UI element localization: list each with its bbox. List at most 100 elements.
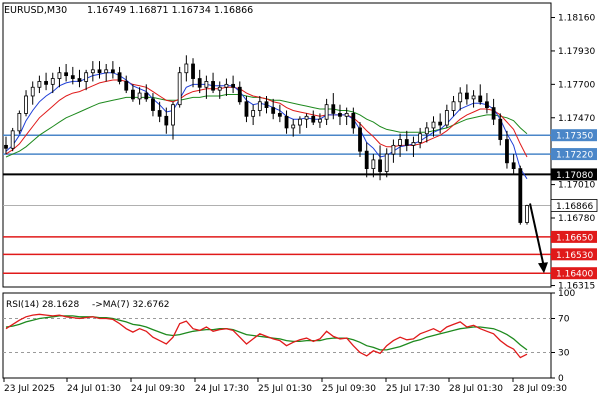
candle-body — [157, 110, 162, 117]
candle-body — [30, 86, 35, 97]
price-axis: 1.181601.179301.177001.174701.172351.170… — [550, 14, 598, 292]
forecast-arrow-head — [538, 262, 548, 274]
price-tick-label: 1.17930 — [558, 47, 595, 57]
candle-body — [37, 81, 42, 88]
candle-body — [424, 127, 429, 135]
time-tick-label: 24 Jul 01:30 — [67, 384, 121, 394]
candle-body — [244, 101, 249, 117]
rsi-tick-label: 0 — [558, 374, 564, 384]
price-tick-label: 1.16315 — [558, 282, 595, 292]
candle-body — [50, 78, 55, 85]
candle-body — [351, 113, 356, 129]
main-panel — [2, 2, 552, 288]
candle-body — [124, 81, 129, 91]
price-tick-label: 1.17470 — [558, 114, 595, 124]
level-label: 1.16650 — [556, 233, 593, 243]
level-label-box — [551, 168, 597, 181]
level-label-box — [551, 267, 597, 280]
candle-body — [57, 72, 62, 79]
candle-body — [431, 121, 436, 129]
time-tick-label: 24 Jul 17:30 — [195, 384, 249, 394]
time-tick-label: 28 Jul 01:30 — [449, 384, 503, 394]
candle-body — [77, 78, 82, 82]
level-label: 1.17080 — [556, 171, 593, 181]
candle-body — [391, 144, 396, 155]
time-axis: 23 Jul 2025 24 Jul 01:30 24 Jul 09:30 24 Ju… — [3, 378, 567, 394]
candle-body — [291, 124, 296, 129]
candle-body — [10, 130, 15, 149]
candle-body — [97, 69, 102, 74]
forecast-arrow-shaft — [529, 203, 545, 268]
candle-body — [197, 78, 202, 88]
candle-body — [364, 150, 369, 170]
current-price-box — [550, 199, 598, 212]
candle-body — [485, 101, 489, 108]
candle-body — [164, 115, 169, 126]
candle-body — [117, 72, 122, 82]
candle-body — [84, 72, 89, 82]
candle-body — [511, 162, 516, 170]
candle-body — [271, 107, 276, 114]
candle-body — [297, 118, 302, 126]
rsi-tick-label: 30 — [558, 349, 570, 359]
candle-body — [104, 69, 109, 74]
time-tick-label: 25 Jul 17:30 — [386, 384, 440, 394]
rsi-panel: 100 70 30 0 — [2, 289, 575, 384]
level-label: 1.16400 — [556, 270, 593, 280]
candle-body — [277, 113, 282, 117]
candle-body — [264, 101, 269, 108]
current-price-label: 1.16866 — [556, 202, 593, 212]
candle-body — [137, 92, 142, 100]
candle-body — [438, 121, 443, 126]
candle-body — [257, 101, 262, 111]
rsi-panel-frame — [2, 292, 552, 379]
candle-body — [110, 69, 115, 74]
rsi-ma-label: ->MA(7) 32.6762 — [92, 300, 170, 310]
levels-layer — [3, 134, 551, 274]
candle-body — [224, 83, 229, 88]
candle-body — [17, 113, 22, 132]
level-label: 1.17220 — [556, 151, 593, 161]
candle-body — [458, 92, 463, 103]
candle-body — [4, 144, 8, 149]
candle-body — [251, 110, 256, 117]
forecast-arrow — [529, 203, 548, 274]
candle-body — [211, 81, 215, 91]
level-label-box — [551, 248, 597, 261]
candle-body — [471, 95, 476, 100]
candle-body — [371, 159, 376, 170]
rsi-tick-label: 100 — [558, 289, 575, 299]
candle-body — [411, 142, 416, 146]
candle-body — [464, 92, 469, 100]
candle-body — [44, 81, 48, 85]
candle-body — [525, 205, 529, 223]
candle-body — [331, 104, 336, 114]
candle-body — [237, 86, 242, 103]
candle-body — [498, 118, 503, 140]
level-label-box — [551, 230, 597, 243]
time-tick-label: 25 Jul 09:30 — [322, 384, 376, 394]
level-label-box — [551, 148, 597, 161]
candle-body — [304, 115, 309, 120]
candle-body — [378, 159, 382, 172]
candle-body — [284, 115, 289, 129]
level-label: 1.16530 — [556, 251, 593, 261]
candle-body — [418, 133, 423, 143]
candle-body — [191, 63, 195, 79]
candle-body — [171, 104, 175, 126]
candle-body — [151, 98, 155, 111]
time-tick-label: 23 Jul 2025 — [4, 384, 55, 394]
main-panel-frame — [2, 2, 552, 288]
candle-body — [444, 110, 449, 126]
candle-body — [404, 139, 409, 146]
level-label-box — [551, 129, 597, 142]
rsi-tick-label: 70 — [558, 315, 570, 325]
time-tick-label: 28 Jul 09:30 — [513, 384, 567, 394]
candle-body — [217, 86, 222, 91]
rsi-line — [5, 313, 528, 359]
candle-body — [491, 107, 496, 120]
candle-body — [184, 63, 189, 74]
candle-body — [64, 72, 69, 77]
